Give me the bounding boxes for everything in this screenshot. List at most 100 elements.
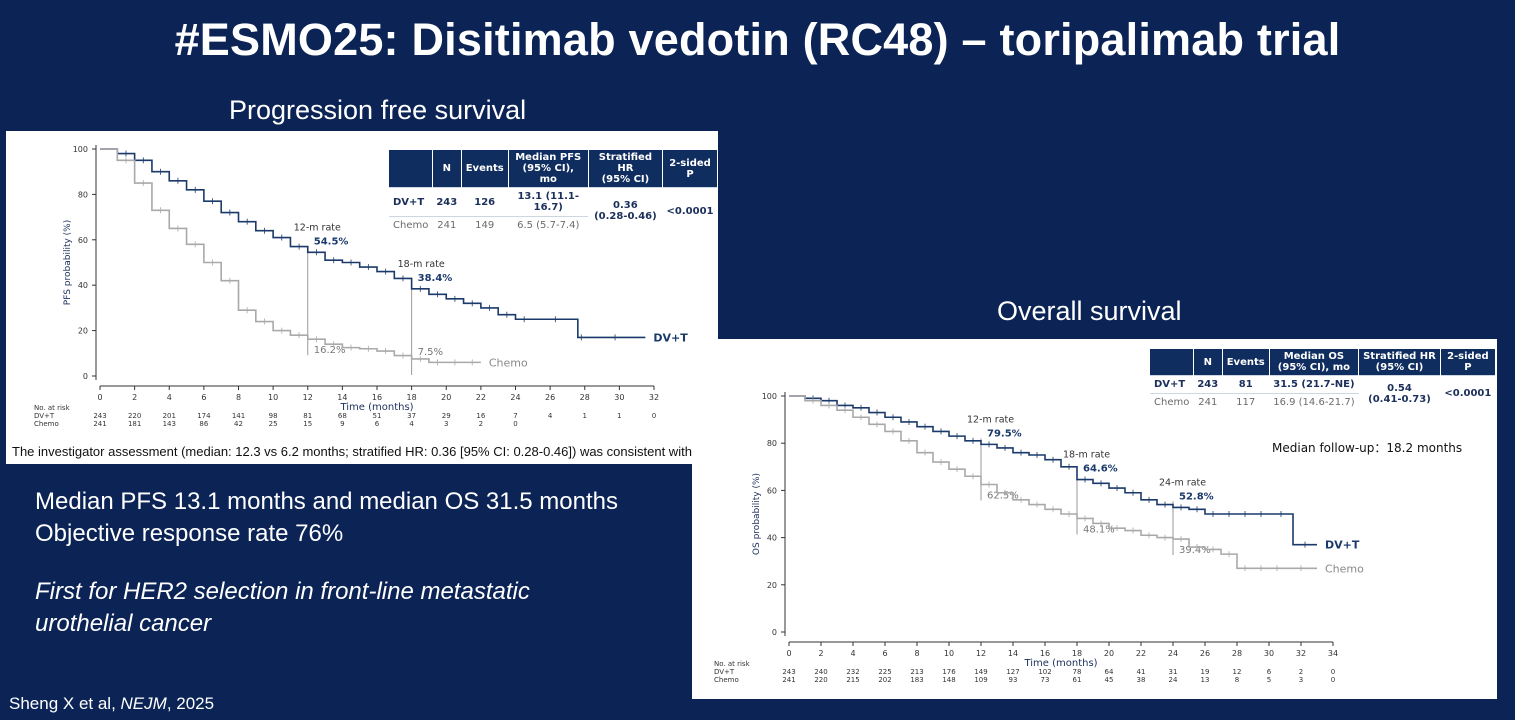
risk-table-value: 1 [617, 412, 621, 420]
table-cell-n: 241 [432, 216, 462, 234]
risk-table-value: 64 [1105, 668, 1114, 676]
x-tick-label: 20 [441, 393, 451, 402]
risk-table-value: 149 [974, 668, 987, 676]
x-tick-label: 28 [580, 393, 590, 402]
risk-table-value: 29 [442, 412, 451, 420]
x-tick-label: 18 [407, 393, 417, 402]
table-cell-events: 126 [461, 187, 509, 217]
risk-table-value: 174 [197, 412, 211, 420]
risk-table-value: 181 [128, 420, 141, 428]
pfs-table-header: 2-sided P [662, 150, 718, 188]
x-tick-label: 20 [1104, 649, 1114, 658]
chemo-rate-value: 62.5% [987, 491, 1019, 502]
risk-table-value: 93 [1009, 676, 1018, 684]
risk-table-value: 183 [910, 676, 923, 684]
os-table-header [1150, 349, 1194, 376]
risk-table-value: 241 [782, 676, 795, 684]
risk-table-value: 24 [1169, 676, 1178, 684]
chemo-legend-label: Chemo [489, 356, 528, 369]
risk-table-value: 61 [1073, 676, 1082, 684]
risk-table-value: 220 [128, 412, 141, 420]
x-tick-label: 16 [372, 393, 382, 402]
risk-table-value: 42 [234, 420, 243, 428]
risk-table-value: 3 [1299, 676, 1303, 684]
risk-table-value: 148 [942, 676, 955, 684]
risk-table-value: 6 [375, 420, 380, 428]
risk-table-value: 240 [814, 668, 827, 676]
x-tick-label: 14 [1008, 649, 1018, 658]
risk-table-value: 0 [652, 412, 656, 420]
risk-table-value: 4 [548, 412, 553, 420]
risk-table-arm: DV+T [714, 668, 735, 676]
x-tick-label: 12 [303, 393, 313, 402]
risk-table-value: 213 [910, 668, 923, 676]
risk-table-value: 225 [878, 668, 891, 676]
y-axis-label: PFS probability (%) [63, 220, 73, 305]
risk-table-value: 25 [269, 420, 278, 428]
risk-table-value: 68 [338, 412, 347, 420]
conclusion-line: First for HER2 selection in front-line m… [35, 578, 530, 605]
y-tick-label: 20 [78, 327, 88, 336]
x-tick-label: 12 [976, 649, 986, 658]
table-cell-p: <0.0001 [1440, 375, 1496, 411]
chemo-rate-value: 7.5% [418, 347, 443, 358]
x-tick-label: 22 [476, 393, 486, 402]
dvt-rate-value: 38.4% [418, 273, 453, 284]
rate-label: 12-m rate [967, 414, 1014, 425]
y-tick-label: 60 [767, 486, 777, 495]
table-cell-hr: 0.36 (0.28-0.46) [588, 187, 663, 234]
summary-line: Median PFS 13.1 months and median OS 31.… [35, 488, 618, 515]
table-cell-n: 243 [432, 187, 462, 217]
rate-label: 18-m rate [1063, 450, 1110, 461]
risk-table-value: 3 [444, 420, 448, 428]
x-tick-label: 26 [545, 393, 555, 402]
risk-table-value: 109 [974, 676, 987, 684]
chemo-legend-label: Chemo [1325, 562, 1364, 575]
x-tick-label: 0 [97, 393, 102, 402]
conclusion-text: First for HER2 selection in front-line m… [35, 576, 530, 640]
x-tick-label: 16 [1040, 649, 1050, 658]
risk-table-value: 31 [1169, 668, 1178, 676]
pfs-table-header: N [432, 150, 462, 188]
risk-table-value: 15 [303, 420, 312, 428]
summary-line: Objective response rate 76% [35, 520, 344, 547]
risk-table-value: 37 [407, 412, 416, 420]
x-tick-label: 22 [1136, 649, 1146, 658]
risk-table-value: 45 [1105, 676, 1114, 684]
risk-table-value: 176 [942, 668, 956, 676]
risk-table-value: 6 [1267, 668, 1272, 676]
risk-table-value: 0 [513, 420, 517, 428]
table-cell-p: <0.0001 [662, 187, 718, 234]
rate-label: 12-m rate [294, 222, 341, 233]
risk-table-value: 220 [814, 676, 827, 684]
y-tick-label: 0 [772, 628, 777, 637]
pfs-table-header: Median PFS (95% CI), mo [508, 150, 589, 188]
x-tick-label: 8 [914, 649, 919, 658]
risk-table-value: 12 [1233, 668, 1242, 676]
rate-label: 24-m rate [1159, 477, 1206, 488]
os-heading: Overall survival [997, 296, 1182, 326]
x-tick-label: 4 [850, 649, 855, 658]
table-row-arm: DV+T [1150, 375, 1194, 394]
risk-table-value: 7 [513, 412, 517, 420]
x-tick-label: 10 [944, 649, 954, 658]
table-row-arm: Chemo [389, 216, 433, 234]
risk-table-value: 9 [340, 420, 344, 428]
risk-table-value: 143 [163, 420, 176, 428]
risk-table-value: 73 [1041, 676, 1050, 684]
table-cell-n: 241 [1193, 393, 1223, 411]
x-tick-label: 26 [1200, 649, 1210, 658]
x-tick-label: 4 [167, 393, 172, 402]
x-tick-label: 6 [882, 649, 887, 658]
table-cell-events: 149 [461, 216, 509, 234]
x-tick-label: 32 [649, 393, 659, 402]
os-table-header: 2-sided P [1440, 349, 1496, 376]
x-axis-label: Time (months) [339, 402, 413, 413]
citation-journal: NEJM [120, 694, 167, 713]
risk-table-arm: Chemo [714, 676, 739, 684]
table-row-arm: Chemo [1150, 393, 1194, 411]
risk-table-value: 243 [93, 412, 106, 420]
risk-table-value: 41 [1137, 668, 1146, 676]
x-tick-label: 8 [236, 393, 241, 402]
